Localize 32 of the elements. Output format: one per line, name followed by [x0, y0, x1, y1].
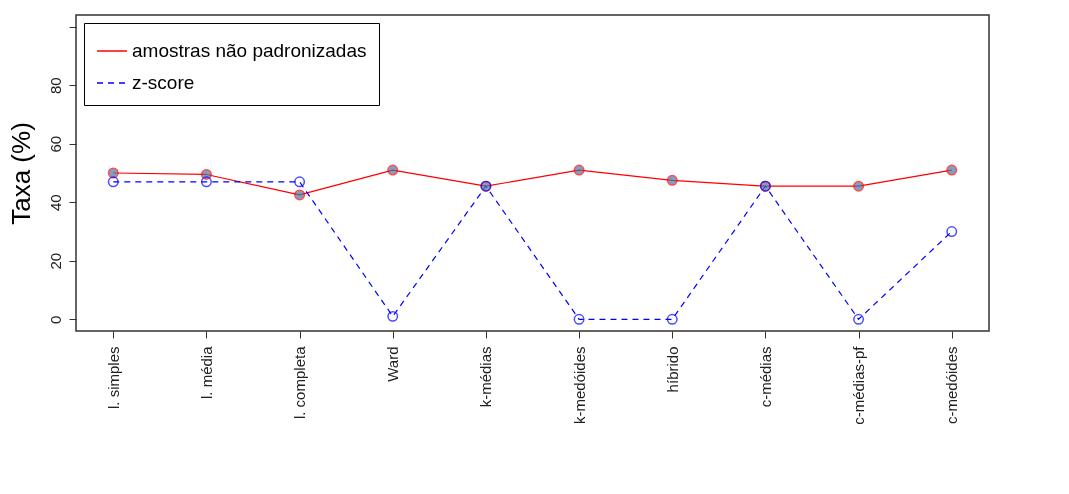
point — [294, 189, 306, 201]
legend-label: z-score — [132, 72, 195, 93]
y-tick-label: 80 — [46, 77, 64, 95]
point — [666, 174, 678, 186]
point — [853, 313, 865, 325]
x-tick-label: c-medóides — [943, 346, 961, 425]
y-tick-label: 60 — [46, 135, 64, 153]
x-tick-label: k-medóides — [570, 346, 588, 425]
y-tick-label: 20 — [46, 252, 64, 270]
point — [573, 164, 585, 176]
x-tick-label: l. simples — [104, 346, 122, 410]
point — [107, 176, 119, 188]
point — [853, 180, 865, 192]
x-tick-label: Ward — [384, 346, 402, 382]
x-tick-label: c-médias-pf — [850, 345, 868, 425]
point — [946, 226, 958, 237]
legend-label: amostras não padronizadas — [132, 40, 367, 61]
x-tick-label: l. média — [197, 345, 215, 400]
y-axis-title: Taxa (%) — [5, 122, 36, 225]
point — [387, 164, 399, 176]
point — [666, 313, 678, 325]
x-tick-label: l. completa — [291, 345, 309, 420]
point — [200, 176, 212, 188]
point — [573, 313, 585, 325]
y-tick-label: 40 — [46, 194, 64, 212]
y-tick-label: 0 — [46, 315, 64, 324]
x-tick-label: k-médias — [477, 346, 495, 408]
x-tick-label: híbrido — [663, 346, 681, 393]
point — [946, 164, 958, 176]
point — [294, 176, 306, 188]
x-tick-label: c-médias — [756, 346, 774, 408]
point — [387, 310, 399, 322]
